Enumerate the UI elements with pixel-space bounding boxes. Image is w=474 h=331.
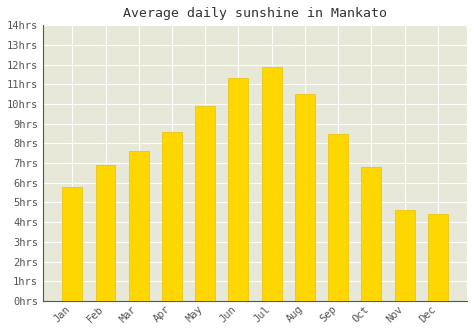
Title: Average daily sunshine in Mankato: Average daily sunshine in Mankato bbox=[123, 7, 387, 20]
Bar bbox=[361, 167, 381, 301]
Bar bbox=[395, 211, 415, 301]
Bar bbox=[96, 165, 116, 301]
Bar bbox=[162, 132, 182, 301]
Bar bbox=[228, 78, 248, 301]
Bar bbox=[262, 67, 282, 301]
Bar bbox=[195, 106, 215, 301]
Bar bbox=[129, 151, 149, 301]
Bar bbox=[295, 94, 315, 301]
Bar bbox=[428, 214, 448, 301]
Bar bbox=[328, 134, 348, 301]
Bar bbox=[62, 187, 82, 301]
